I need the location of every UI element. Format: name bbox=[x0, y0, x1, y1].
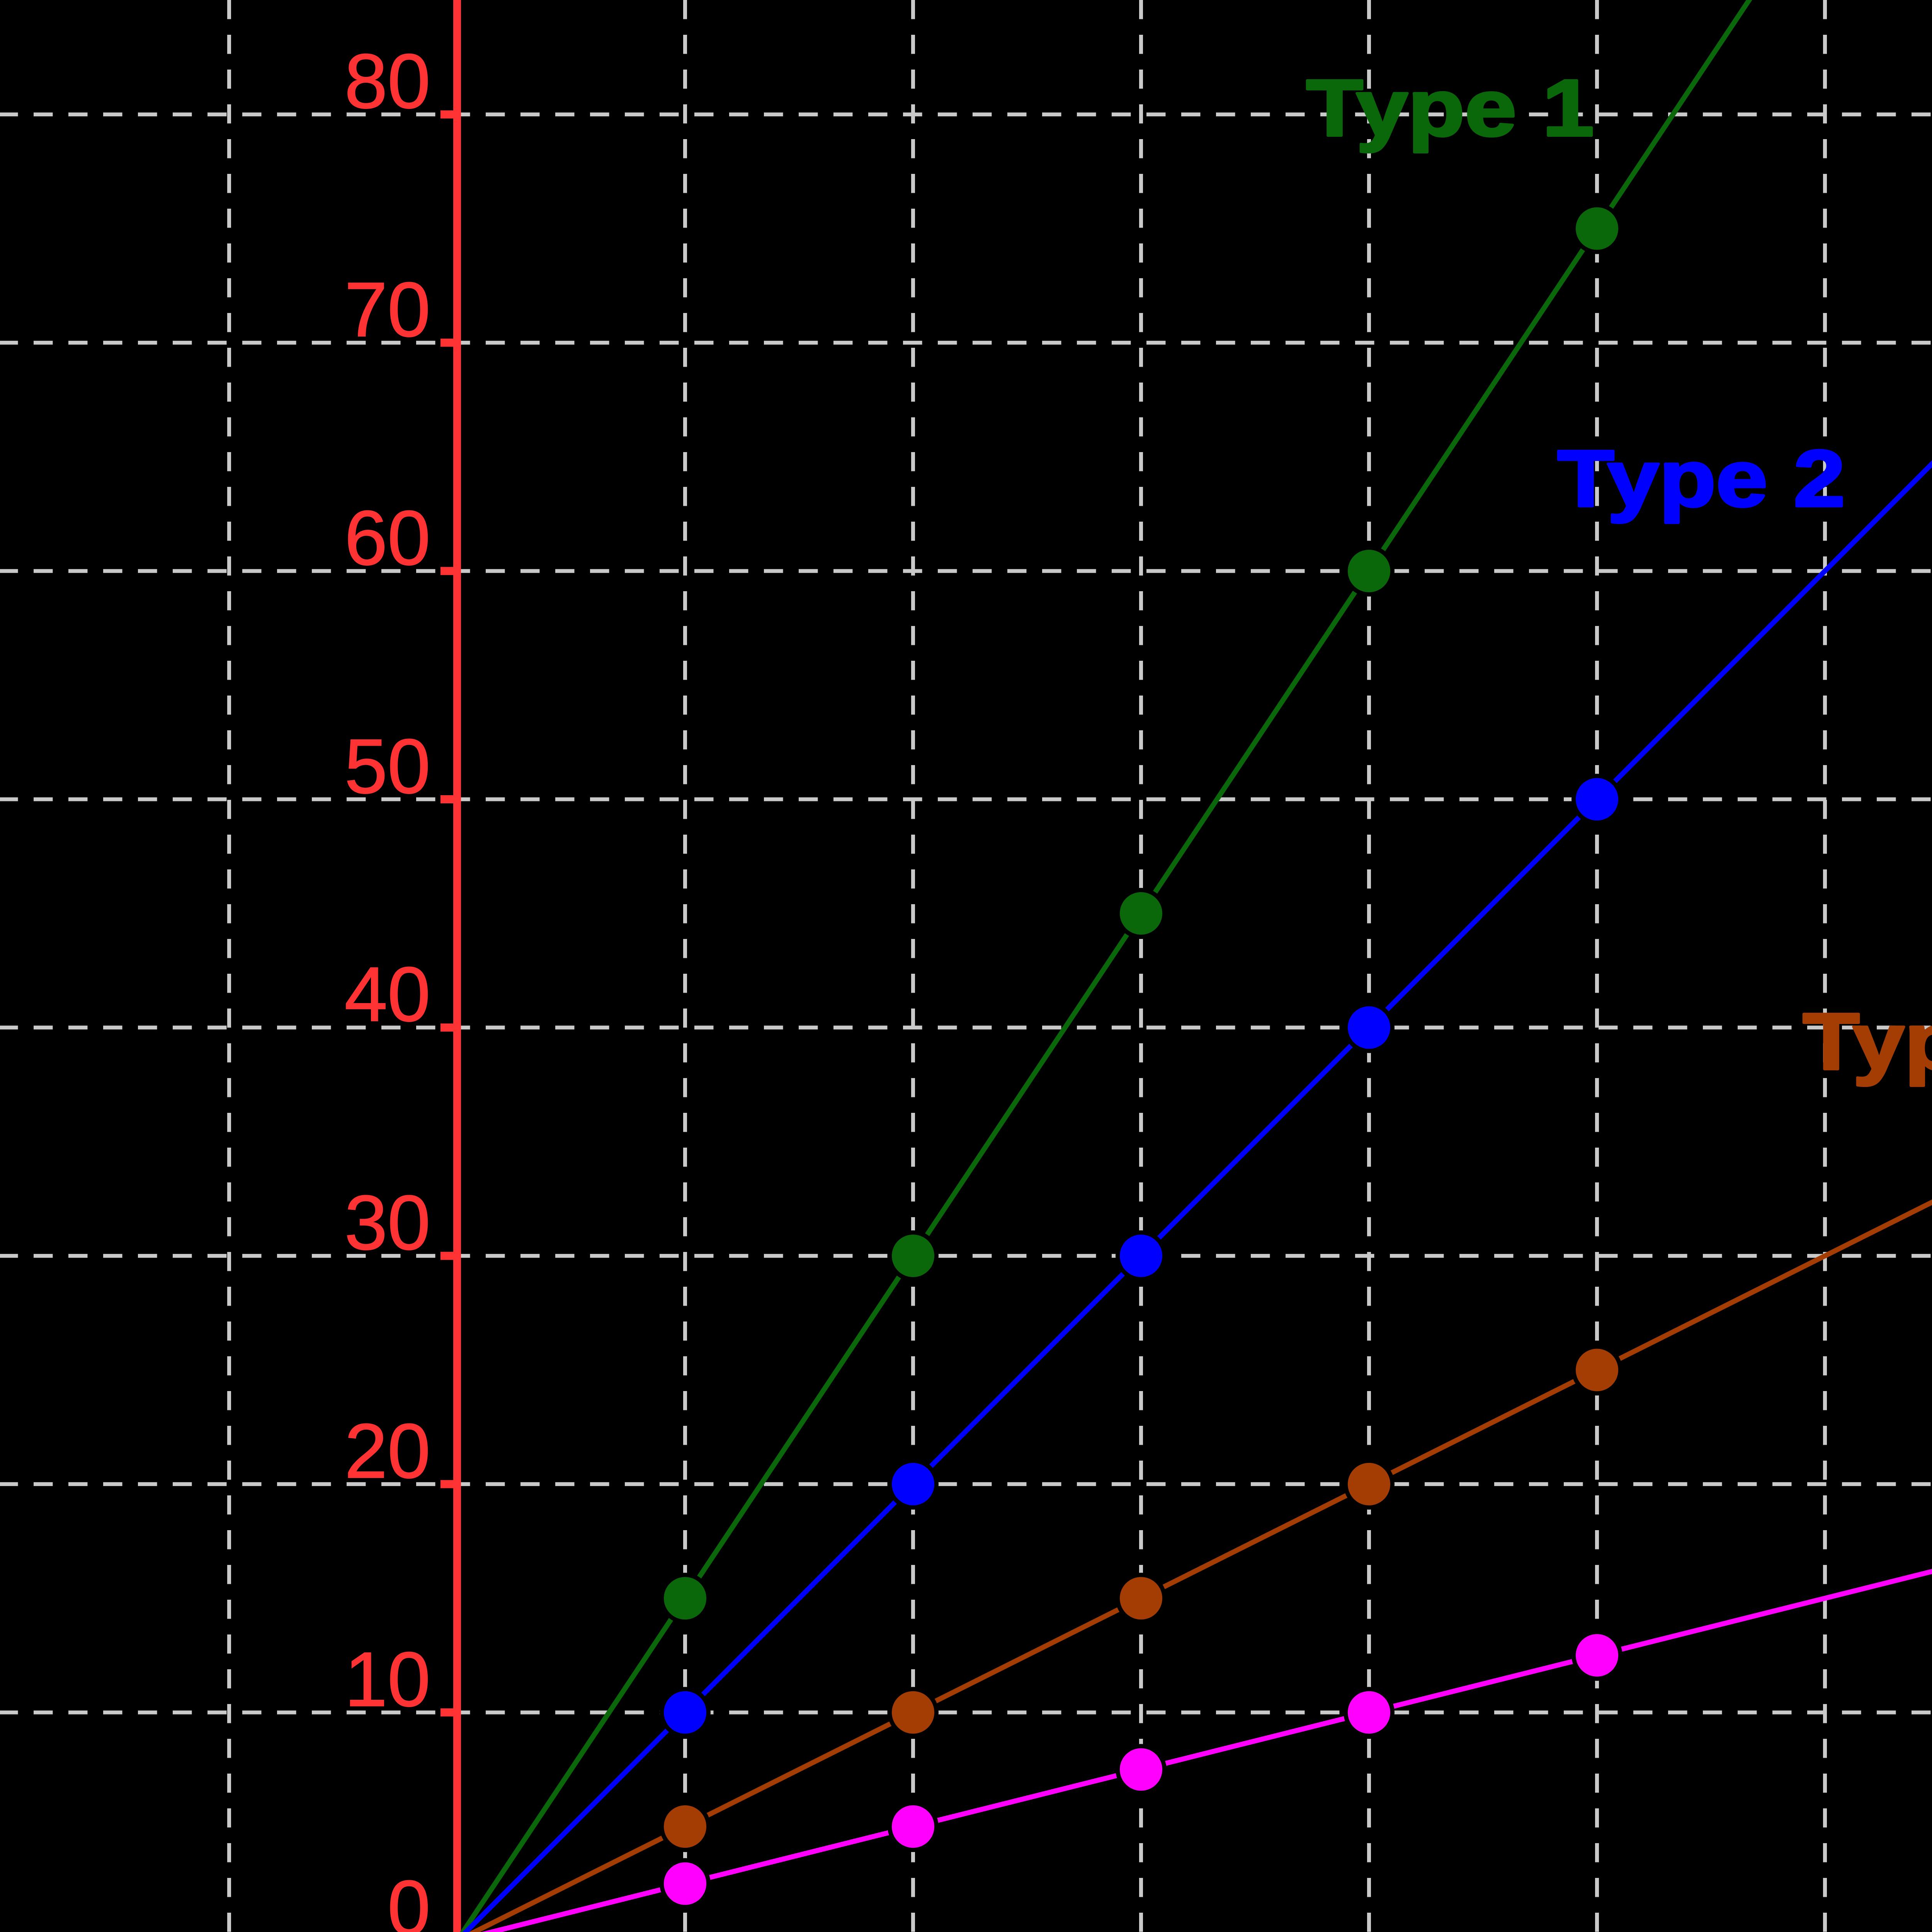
svg-text:10: 10 bbox=[345, 1636, 430, 1723]
svg-text:Type 3: Type 3 bbox=[1803, 997, 1932, 1087]
svg-text:20: 20 bbox=[345, 1408, 430, 1494]
svg-text:Type 2: Type 2 bbox=[1558, 434, 1845, 524]
svg-text:Type 1: Type 1 bbox=[1306, 63, 1594, 153]
svg-text:70: 70 bbox=[345, 267, 430, 353]
svg-text:50: 50 bbox=[345, 723, 430, 810]
svg-text:80: 80 bbox=[345, 38, 430, 124]
svg-text:0: 0 bbox=[388, 1865, 430, 1932]
svg-text:30: 30 bbox=[345, 1180, 430, 1266]
svg-text:60: 60 bbox=[345, 495, 430, 581]
svg-text:40: 40 bbox=[345, 951, 430, 1037]
